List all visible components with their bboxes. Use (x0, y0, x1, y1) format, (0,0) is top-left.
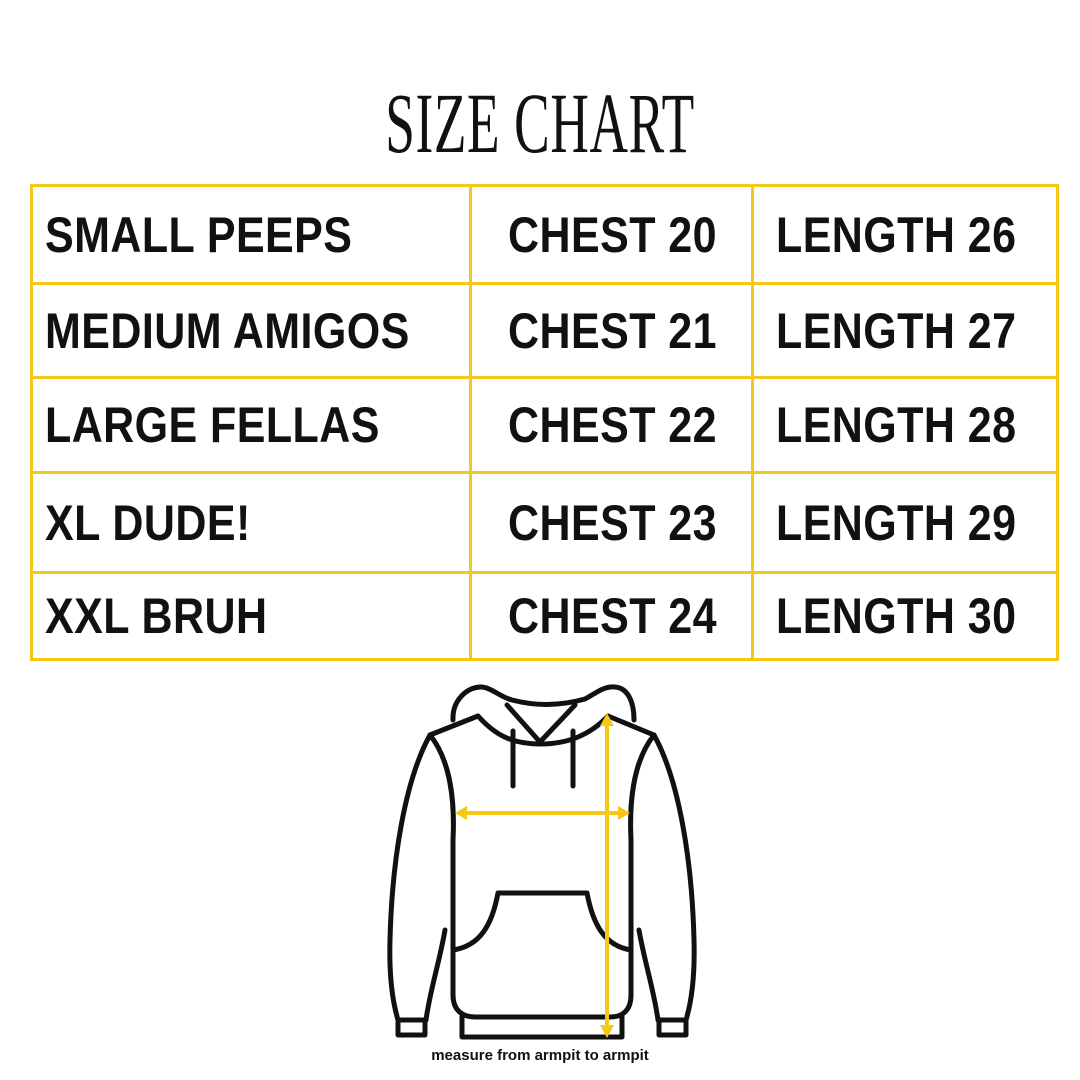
size-name: SMALL PEEPS (45, 206, 353, 263)
size-row: SMALL PEEPS CHEST 20 LENGTH 26 (29, 184, 1059, 285)
size-name-cell: XXL BRUH (29, 571, 473, 661)
page-title: SIZE CHART (385, 75, 695, 171)
size-row: XL DUDE! CHEST 23 LENGTH 29 (29, 471, 1059, 574)
chest-value-cell: CHEST 24 (469, 571, 755, 661)
length-value: LENGTH 29 (776, 494, 1017, 551)
size-name-cell: MEDIUM AMIGOS (29, 282, 473, 379)
size-table: SMALL PEEPS CHEST 20 LENGTH 26 MEDIUM AMIGO… (29, 184, 1059, 661)
length-value-cell: LENGTH 29 (751, 471, 1059, 574)
size-name-cell: LARGE FELLAS (29, 376, 473, 474)
size-name: XXL BRUH (45, 588, 268, 644)
length-value-cell: LENGTH 30 (751, 571, 1059, 661)
chest-value-cell: CHEST 20 (469, 184, 755, 285)
length-value: LENGTH 28 (776, 397, 1017, 453)
chest-value-cell: CHEST 23 (469, 471, 755, 574)
hood-outline (450, 684, 637, 723)
size-row: XXL BRUH CHEST 24 LENGTH 30 (29, 571, 1059, 661)
size-name-cell: XL DUDE! (29, 471, 473, 574)
chest-value-cell: CHEST 22 (469, 376, 755, 474)
chest-value: CHEST 21 (508, 302, 718, 359)
left-sleeve (387, 732, 448, 1023)
length-value: LENGTH 27 (776, 302, 1017, 359)
size-name: LARGE FELLAS (45, 397, 380, 453)
chest-value: CHEST 22 (508, 397, 718, 453)
chest-value-cell: CHEST 21 (469, 282, 755, 379)
size-name-cell: SMALL PEEPS (29, 184, 473, 285)
length-value: LENGTH 26 (776, 206, 1017, 263)
chest-value: CHEST 24 (508, 588, 718, 644)
size-name: MEDIUM AMIGOS (45, 302, 410, 359)
pocket (450, 890, 634, 953)
length-value: LENGTH 30 (776, 588, 1017, 644)
length-value-cell: LENGTH 27 (751, 282, 1059, 379)
size-row: MEDIUM AMIGOS CHEST 21 LENGTH 27 (29, 282, 1059, 379)
hood-inner (504, 702, 578, 745)
right-sleeve (636, 732, 697, 1023)
chest-value: CHEST 20 (508, 206, 718, 263)
chest-value: CHEST 23 (508, 494, 718, 551)
body-outline (427, 732, 657, 1020)
length-value-cell: LENGTH 28 (751, 376, 1059, 474)
measurement-caption: measure from armpit to armpit (431, 1047, 649, 1064)
size-name: XL DUDE! (45, 494, 251, 551)
size-row: LARGE FELLAS CHEST 22 LENGTH 28 (29, 376, 1059, 474)
length-value-cell: LENGTH 26 (751, 184, 1059, 285)
